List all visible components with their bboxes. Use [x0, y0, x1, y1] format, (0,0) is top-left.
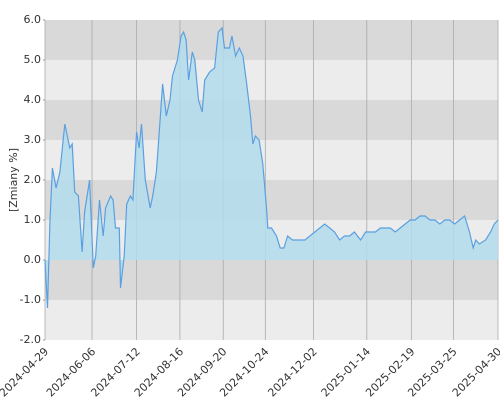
y-tick-label: 3.0	[24, 133, 42, 146]
area-fill	[45, 28, 498, 308]
y-tick-label: 4.0	[24, 93, 42, 106]
band	[45, 100, 498, 140]
y-tick-label: 5.0	[24, 53, 42, 66]
y-tick-label: 0.0	[24, 253, 42, 266]
y-tick-label: -2.0	[20, 333, 41, 346]
band	[45, 260, 498, 300]
y-axis-label: [Zmiany %]	[7, 148, 20, 212]
y-tick-label: 1.0	[24, 213, 42, 226]
band	[45, 20, 498, 60]
y-tick-label: 6.0	[24, 13, 42, 26]
x-tick-label: 2024-12-02	[265, 345, 319, 399]
y-tick-label: -1.0	[20, 293, 41, 306]
band	[45, 180, 498, 220]
plot-background	[45, 20, 498, 340]
band	[45, 140, 498, 180]
band	[45, 60, 498, 100]
line	[44, 26, 499, 309]
band	[45, 300, 498, 340]
y-tick-label: 2.0	[24, 173, 42, 186]
